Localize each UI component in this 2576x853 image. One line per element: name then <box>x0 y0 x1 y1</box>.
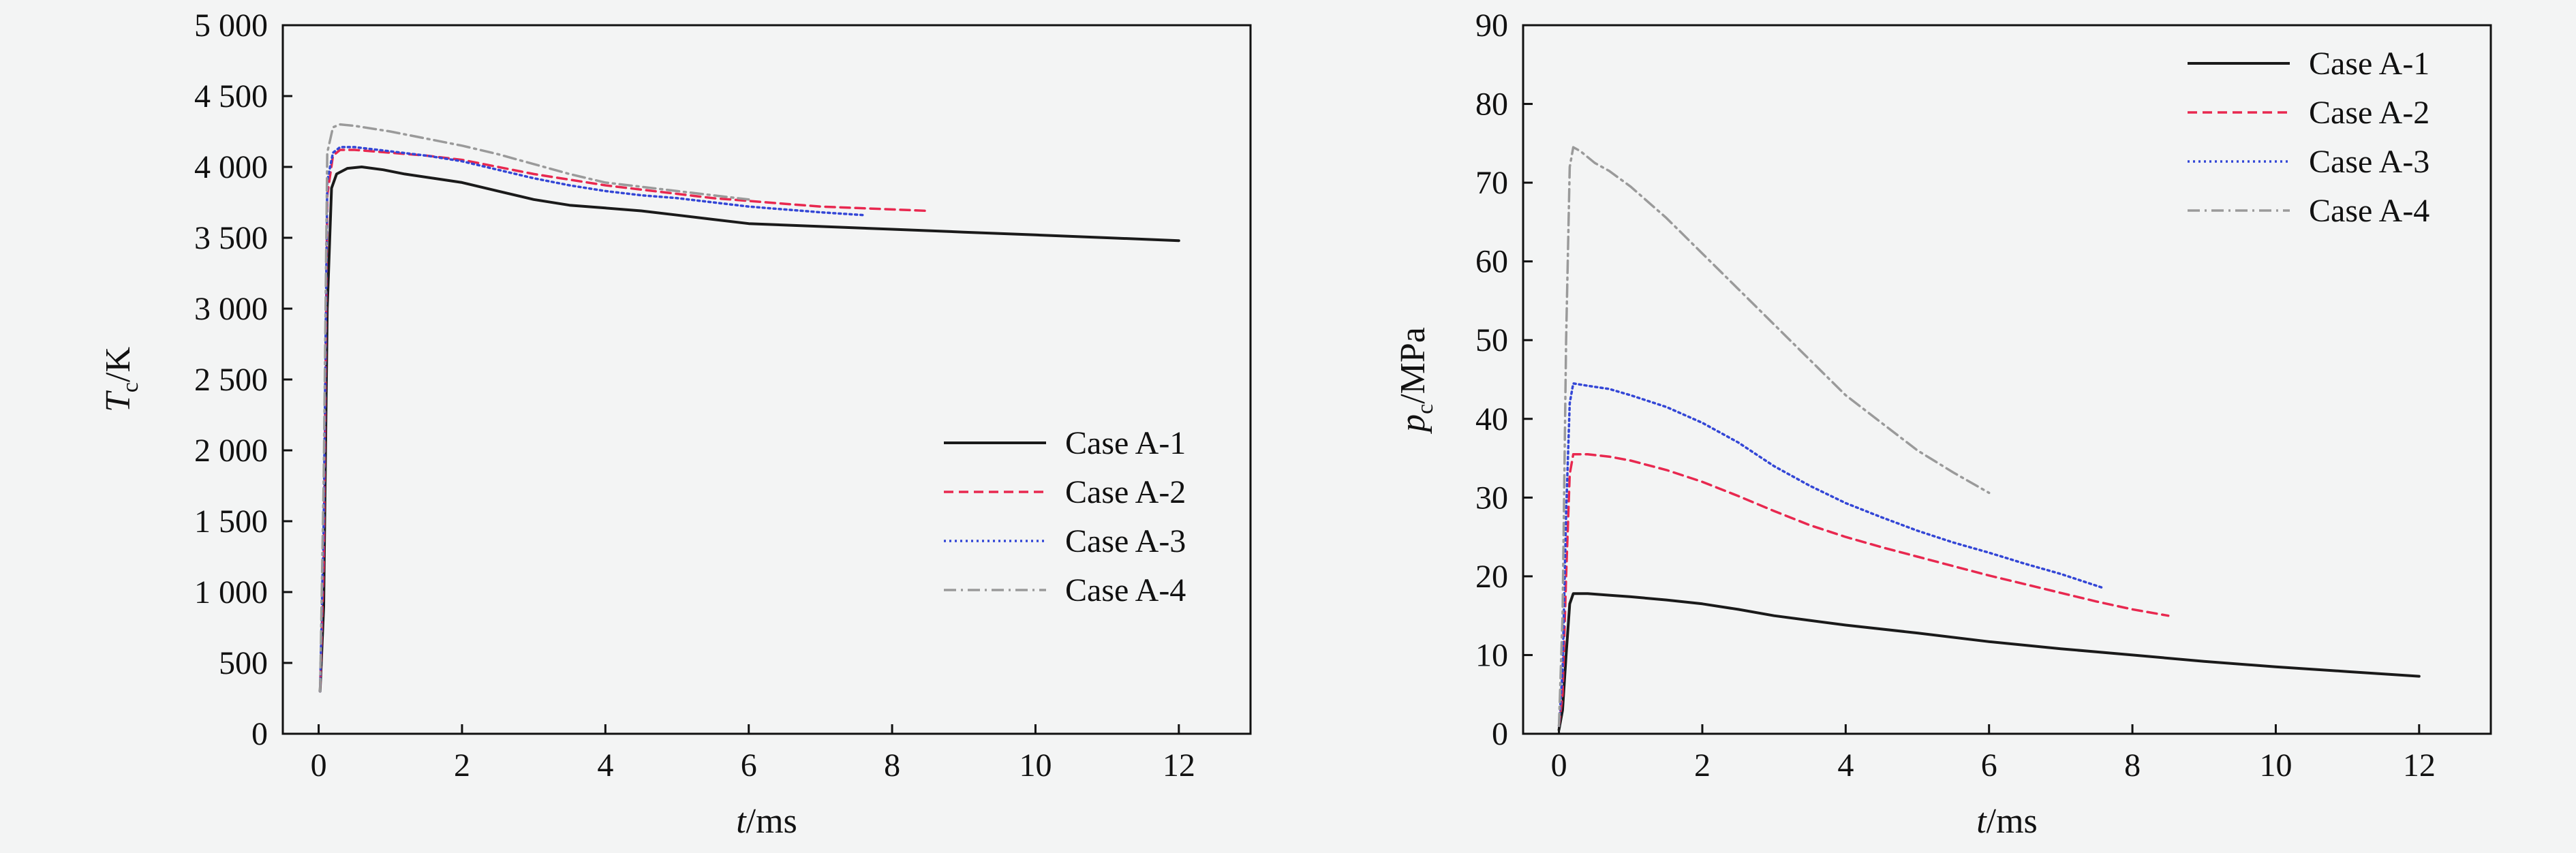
temperature-y-tick-label: 4 000 <box>194 149 268 185</box>
temperature-y-tick-label: 1 500 <box>194 503 268 540</box>
pressure-x-tick-label: 6 <box>1981 747 1997 784</box>
pressure-series <box>1557 146 2421 732</box>
temperature-y-tick-label: 4 500 <box>194 78 268 114</box>
temperature-x-tick-label: 8 <box>884 747 900 784</box>
temperature-x-tick-label: 10 <box>1019 747 1052 784</box>
pressure-series-case-a-1 <box>1557 592 2421 732</box>
pressure-legend-label: Case A-4 <box>2309 193 2429 229</box>
pressure-y-tick-label: 80 <box>1475 87 1508 123</box>
pressure-series-case-a-2 <box>1557 453 2170 728</box>
pressure-x-axis-label: t/ms <box>1976 802 2038 841</box>
pressure-x-tick-label: 8 <box>2124 747 2141 784</box>
temperature-chart: 0 2 4 6 8 10 12 0 500 1 000 1 500 2 000 2 500 3 000 3 … <box>99 7 1252 841</box>
pressure-axes: 0 2 4 6 8 10 12 0 10 20 30 40 50 60 70 80 90 <box>1475 7 2436 784</box>
temperature-legend-label: Case A-3 <box>1065 523 1186 559</box>
pressure-x-tick-label: 12 <box>2403 747 2436 784</box>
temperature-y-tick-label: 2 500 <box>194 362 268 398</box>
temperature-series-case-a-1 <box>318 166 1180 693</box>
temperature-series <box>318 123 1180 693</box>
pressure-series-case-a-4 <box>1557 146 1991 728</box>
pressure-y-tick-label: 10 <box>1475 637 1508 673</box>
temperature-x-tick-label: 6 <box>741 747 757 784</box>
pressure-y-tick-label: 50 <box>1475 322 1508 358</box>
pressure-legend-label: Case A-3 <box>2309 144 2429 180</box>
pressure-y-tick-label: 60 <box>1475 244 1508 280</box>
pressure-y-tick-label: 30 <box>1475 480 1508 516</box>
pressure-y-tick-label: 90 <box>1475 7 1508 44</box>
temperature-series-case-a-2 <box>318 149 930 693</box>
temperature-legend-label: Case A-1 <box>1065 425 1186 461</box>
pressure-legend-label: Case A-1 <box>2309 46 2429 82</box>
temperature-series-case-a-4 <box>318 123 750 693</box>
pressure-y-tick-label: 0 <box>1492 716 1508 752</box>
temperature-y-tick-label: 1 000 <box>194 574 268 610</box>
temperature-plot-frame <box>281 24 1252 735</box>
temperature-y-tick-label: 0 <box>251 716 268 752</box>
pressure-y-axis-label: pc/MPa <box>1394 327 1438 435</box>
temperature-x-tick-label: 4 <box>597 747 613 784</box>
temperature-x-tick-label: 12 <box>1163 747 1195 784</box>
temperature-legend: Case A-1 Case A-2 Case A-3 Case A-4 <box>944 425 1186 608</box>
temperature-y-tick-label: 500 <box>219 645 268 681</box>
pressure-legend-label: Case A-2 <box>2309 95 2429 131</box>
temperature-axes: 0 2 4 6 8 10 12 0 500 1 000 1 500 2 000 2 500 3 000 3 … <box>194 7 1195 784</box>
temperature-series-case-a-3 <box>318 146 865 693</box>
pressure-legend: Case A-1 Case A-2 Case A-3 Case A-4 <box>2188 46 2429 229</box>
pressure-y-tick-label: 20 <box>1475 559 1508 595</box>
temperature-legend-label: Case A-2 <box>1065 474 1186 510</box>
pressure-y-tick-label: 40 <box>1475 401 1508 437</box>
pressure-series-case-a-3 <box>1557 382 2105 728</box>
pressure-x-tick-label: 2 <box>1694 747 1711 784</box>
temperature-x-tick-label: 2 <box>454 747 470 784</box>
temperature-y-tick-label: 5 000 <box>194 7 268 44</box>
temperature-legend-label: Case A-4 <box>1065 572 1186 608</box>
temperature-x-tick-label: 0 <box>311 747 327 784</box>
temperature-y-tick-label: 3 000 <box>194 291 268 327</box>
temperature-y-axis-label: Tc/K <box>99 347 143 412</box>
pressure-x-tick-label: 0 <box>1551 747 1567 784</box>
temperature-y-tick-label: 3 500 <box>194 220 268 256</box>
temperature-x-axis-label: t/ms <box>736 802 797 841</box>
pressure-x-tick-label: 4 <box>1837 747 1854 784</box>
pressure-plot-frame <box>1522 24 2492 735</box>
pressure-y-tick-label: 70 <box>1475 165 1508 201</box>
temperature-y-tick-label: 2 000 <box>194 433 268 469</box>
pressure-x-tick-label: 10 <box>2259 747 2292 784</box>
